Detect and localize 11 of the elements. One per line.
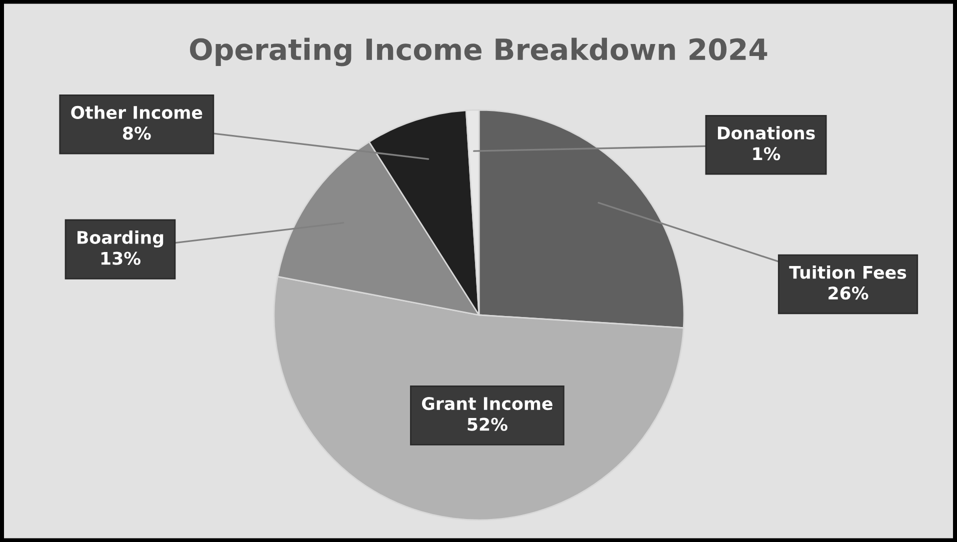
slice-label: Grant Income	[422, 396, 552, 410]
data-label: 26%	[828, 286, 868, 300]
data-label: 52%	[468, 418, 508, 431]
data-label: 8%	[122, 126, 151, 140]
slice-label: Other Income	[71, 106, 202, 120]
slice-label: Tuition Fees	[789, 265, 906, 279]
data-label: 1%	[753, 147, 780, 160]
chart-title: Operating Income Breakdown 2024	[190, 38, 768, 66]
slice-label: Donations	[718, 126, 815, 140]
data-label: 13%	[101, 252, 140, 265]
slice-label: Boarding	[78, 230, 164, 248]
